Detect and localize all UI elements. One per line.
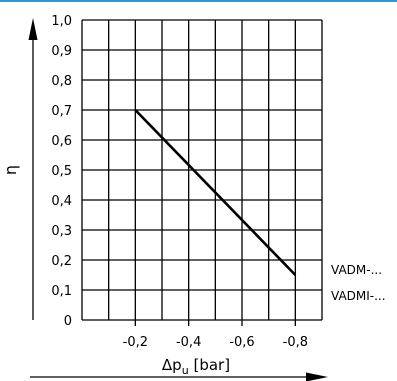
y-tick-label: 0,3 xyxy=(51,224,72,239)
x-tick-label: -0,8 xyxy=(283,335,308,350)
y-axis-arrow-head xyxy=(28,18,38,40)
series-annotation-label: VADM-... xyxy=(331,263,382,277)
x-tick-label: -0,2 xyxy=(123,335,148,350)
series-line xyxy=(134,109,297,276)
top-accent-rule xyxy=(0,0,397,2)
y-tick-label: 0,9 xyxy=(51,44,72,59)
y-axis-label: η xyxy=(1,165,20,175)
y-tick-label: 0,7 xyxy=(51,104,72,119)
y-tick-label: 0,4 xyxy=(51,194,72,209)
x-axis-label: Δpu [bar] xyxy=(162,356,230,377)
y-tick-label: 0,1 xyxy=(51,284,72,299)
x-tick-label: -0,4 xyxy=(176,335,201,350)
y-tick-label: 0,6 xyxy=(51,134,72,149)
y-tick-label: 1,0 xyxy=(51,14,72,29)
y-tick-label: 0,8 xyxy=(51,74,72,89)
y-tick-label: 0,5 xyxy=(51,164,72,179)
y-tick-label: 0 xyxy=(64,314,72,329)
x-axis-arrow-head xyxy=(306,372,328,381)
y-tick-label: 0,2 xyxy=(51,254,72,269)
series-annotation-label: VADMI-... xyxy=(331,289,386,303)
x-tick-label: -0,6 xyxy=(229,335,254,350)
